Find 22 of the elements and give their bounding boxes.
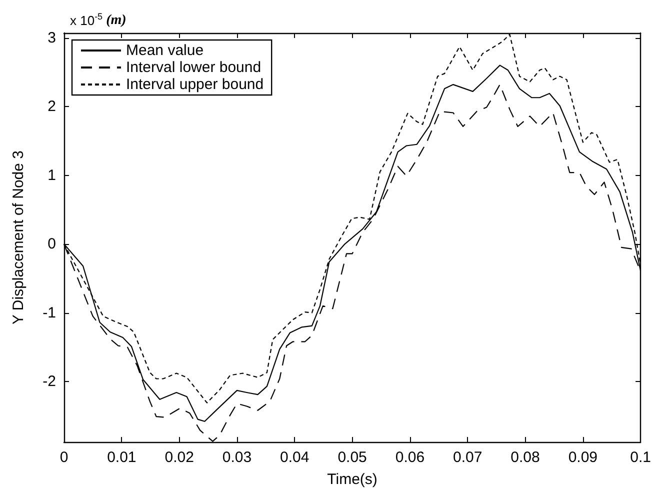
x-axis-title: Time(s) — [327, 471, 378, 488]
y-tick-label: 3 — [48, 29, 56, 46]
legend-label: Interval upper bound — [126, 76, 264, 93]
x-tick-label: 0.01 — [107, 449, 136, 466]
legend-label: Interval lower bound — [126, 59, 262, 76]
x-tick-label: 0.05 — [338, 449, 367, 466]
x-tick-label: 0.04 — [280, 449, 310, 466]
x-tick-label: 0.08 — [510, 449, 540, 466]
y-tick-label: 2 — [48, 98, 56, 116]
x-tick-label: 0.1 — [630, 449, 652, 466]
y-axis-title: Y Displacement of Node 3 — [10, 150, 27, 324]
legend-label: Mean value — [126, 42, 204, 59]
x-tick-label: 0.07 — [453, 449, 482, 466]
x-tick-label: 0.02 — [164, 449, 194, 466]
y-tick-label: 1 — [48, 166, 56, 184]
y-tick-label: -1 — [42, 304, 56, 322]
x-tick-label: 0.09 — [568, 449, 598, 466]
x-tick-label: 0.06 — [395, 449, 425, 466]
x-tick-label: 0 — [60, 449, 68, 466]
y-tick-label: 0 — [48, 236, 56, 253]
x-tick-label: 0.03 — [222, 449, 252, 466]
y-tick-label: -2 — [42, 373, 56, 390]
